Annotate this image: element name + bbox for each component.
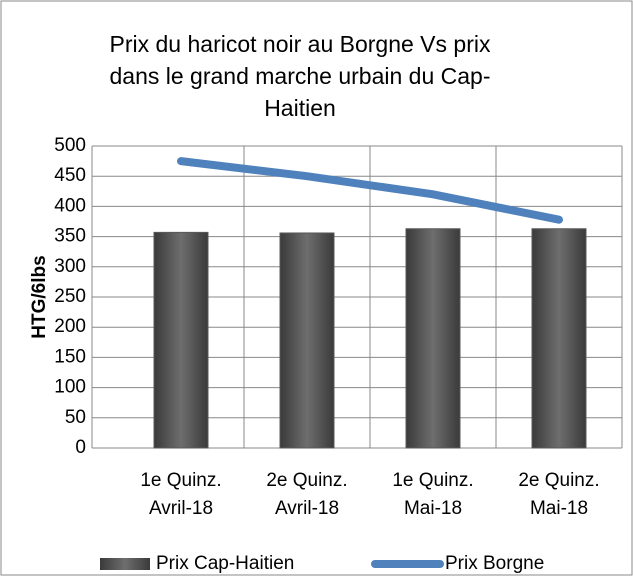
y-tick-label: 200 (54, 316, 86, 337)
x-tick-label: Mai-18 (404, 498, 462, 519)
y-tick-label: 150 (54, 346, 86, 367)
line (177, 157, 563, 224)
x-tick-label: Mai-18 (530, 498, 588, 519)
bar (279, 232, 335, 449)
x-tick-label: Avril-18 (149, 498, 213, 519)
y-tick-label: 450 (54, 165, 86, 186)
y-tick-label: 500 (54, 135, 86, 156)
y-tick-label: 0 (75, 437, 86, 458)
y-tick-label: 350 (54, 226, 86, 247)
x-tick-label: 1e Quinz. (392, 470, 473, 491)
legend-label: Prix Borgne (445, 553, 544, 574)
y-tick-label: 50 (65, 407, 86, 428)
bar (405, 228, 461, 449)
chart-title: dans le grand marche urbain du Cap- (109, 63, 490, 89)
chart-title: Prix du haricot noir au Borgne Vs prix (110, 31, 491, 57)
y-tick-label: 250 (54, 286, 86, 307)
y-tick-label: 100 (54, 377, 86, 398)
y-tick-label: 400 (54, 195, 86, 216)
y-axis-label: HTG/6lbs (29, 255, 50, 338)
bar (531, 228, 587, 449)
x-tick-label: 2e Quinz. (266, 470, 347, 491)
legend-label: Prix Cap-Haitien (156, 553, 294, 574)
chart-title: Haitien (264, 95, 336, 121)
legend-swatch (100, 558, 150, 570)
bar (153, 231, 209, 449)
x-tick-label: 1e Quinz. (140, 470, 221, 491)
x-tick-label: Avril-18 (275, 498, 339, 519)
y-tick-label: 300 (54, 256, 86, 277)
x-tick-label: 2e Quinz. (518, 470, 599, 491)
